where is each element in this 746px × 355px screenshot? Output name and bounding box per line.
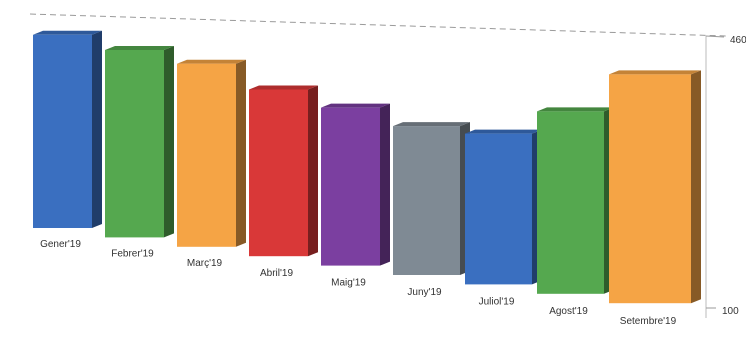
bar-8 [537, 107, 614, 294]
gridline-top [29, 13, 727, 37]
y-axis-ticks: 460 100 [722, 35, 746, 317]
bar-front [537, 111, 604, 294]
bar-3 [177, 59, 246, 247]
category-label: Juny'19 [407, 287, 442, 298]
bar-top [537, 107, 614, 112]
bar-7 [465, 129, 542, 285]
bar-front [249, 89, 308, 257]
bar-front [393, 126, 460, 275]
category-label: Abril'19 [260, 268, 293, 279]
bar-2 [105, 45, 174, 238]
bars [33, 30, 701, 304]
category-label: Març'19 [187, 258, 223, 269]
bar-top [465, 129, 542, 134]
bar-front [33, 34, 92, 229]
category-labels: Gener'19 Febrer'19 Març'19 Abril'19 Maig'19 J… [40, 239, 677, 327]
category-label: Setembre'19 [620, 316, 677, 327]
bar-top [105, 45, 174, 50]
tick-label-bottom: 100 [722, 306, 739, 317]
bar-top [321, 103, 390, 108]
bar-side [164, 45, 174, 238]
bar-front [105, 49, 164, 238]
tick-label-top: 460 [730, 35, 746, 46]
bar-side [92, 30, 102, 229]
bar-1 [33, 30, 102, 229]
category-label: Maig'19 [331, 277, 366, 288]
category-label: Agost'19 [549, 306, 588, 317]
bar-front [177, 63, 236, 247]
bar-6 [393, 122, 470, 275]
category-label: Juliol'19 [479, 297, 515, 308]
bar-top [33, 30, 102, 35]
bar-5 [321, 103, 390, 266]
bar-side [691, 70, 701, 304]
category-label: Febrer'19 [111, 249, 154, 260]
bar-side [380, 103, 390, 266]
category-label: Gener'19 [40, 239, 81, 250]
bar-9 [609, 70, 701, 304]
bar-front [465, 133, 532, 285]
tick-mark-top [705, 35, 725, 38]
bar-side [236, 59, 246, 247]
bar-top [393, 122, 470, 127]
bar-side [308, 85, 318, 257]
bar-4 [249, 85, 318, 257]
bar-front [321, 107, 380, 266]
bar-top [177, 59, 246, 64]
bar-front [609, 74, 691, 304]
bar-top [609, 70, 701, 75]
bar-top [249, 85, 318, 90]
